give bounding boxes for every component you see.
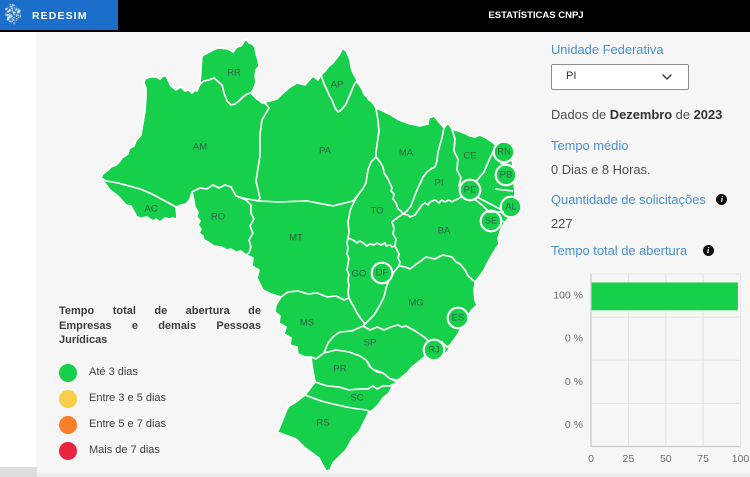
svg-text:GO: GO	[352, 269, 367, 280]
svg-text:BA: BA	[438, 226, 451, 237]
svg-text:RR: RR	[227, 68, 241, 79]
svg-text:CE: CE	[463, 151, 476, 162]
svg-text:MT: MT	[289, 233, 303, 244]
svg-text:PB: PB	[500, 170, 513, 181]
svg-text:RS: RS	[316, 418, 329, 429]
svg-text:SC: SC	[350, 393, 363, 404]
svg-text:AL: AL	[505, 202, 517, 213]
svg-text:MS: MS	[300, 318, 314, 329]
svg-text:RO: RO	[211, 212, 225, 223]
svg-text:SE: SE	[485, 216, 498, 227]
svg-text:ES: ES	[452, 313, 465, 324]
svg-text:PI: PI	[435, 178, 444, 189]
svg-text:AM: AM	[193, 142, 207, 153]
svg-text:MA: MA	[399, 148, 414, 159]
svg-text:AP: AP	[331, 80, 344, 91]
svg-text:MG: MG	[408, 298, 423, 309]
svg-text:DF: DF	[376, 268, 389, 279]
svg-text:REDESIM: REDESIM	[32, 10, 88, 22]
svg-text:AC: AC	[144, 204, 157, 215]
svg-text:RJ: RJ	[428, 345, 440, 356]
svg-text:TO: TO	[370, 206, 383, 217]
svg-text:PR: PR	[333, 364, 346, 375]
svg-text:RN: RN	[497, 147, 511, 158]
svg-text:PE: PE	[464, 185, 477, 196]
svg-text:SP: SP	[364, 338, 377, 349]
svg-text:PA: PA	[319, 146, 332, 157]
